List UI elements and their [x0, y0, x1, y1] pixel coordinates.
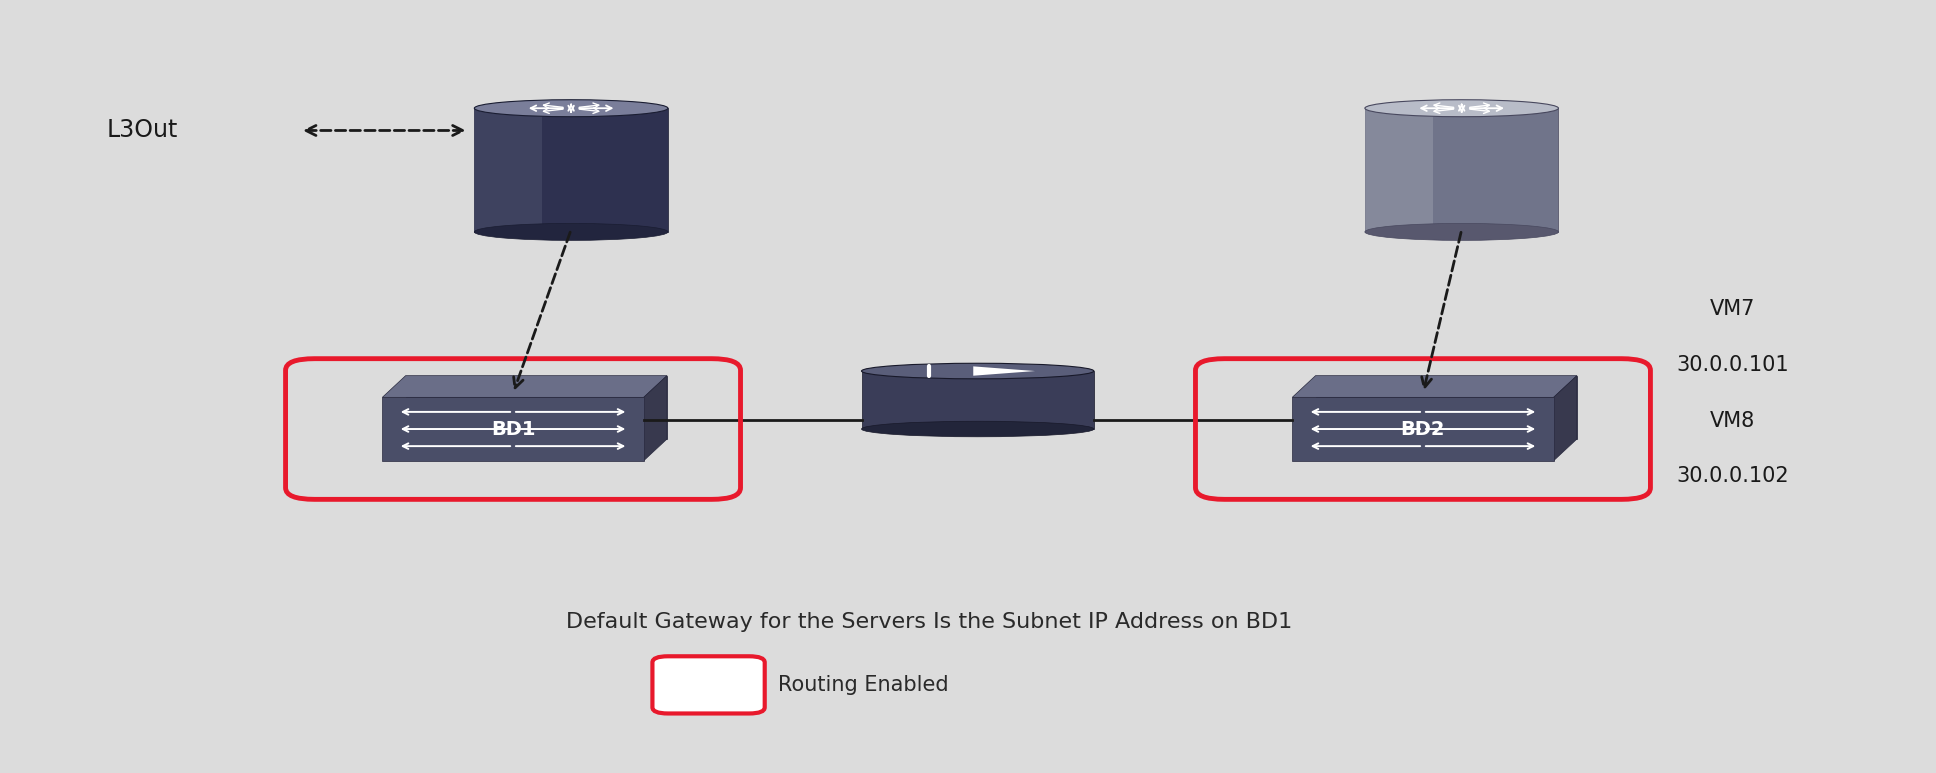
Polygon shape: [643, 376, 666, 461]
Ellipse shape: [862, 421, 1094, 437]
Polygon shape: [1293, 397, 1553, 461]
Ellipse shape: [474, 223, 668, 240]
Text: Routing Enabled: Routing Enabled: [778, 675, 949, 695]
Ellipse shape: [474, 100, 668, 117]
Polygon shape: [974, 366, 1036, 376]
Polygon shape: [1316, 376, 1578, 439]
Text: VM7: VM7: [1709, 299, 1756, 319]
Polygon shape: [1365, 108, 1433, 232]
Polygon shape: [1553, 376, 1578, 461]
Polygon shape: [474, 108, 542, 232]
Text: 30.0.0.101: 30.0.0.101: [1677, 355, 1789, 375]
Text: L3Out: L3Out: [106, 118, 178, 142]
Text: Default Gateway for the Servers Is the Subnet IP Address on BD1: Default Gateway for the Servers Is the S…: [565, 612, 1293, 632]
Polygon shape: [1365, 108, 1558, 232]
Text: BD1: BD1: [492, 420, 534, 438]
Polygon shape: [474, 108, 668, 232]
Text: 30.0.0.102: 30.0.0.102: [1677, 466, 1789, 486]
Ellipse shape: [1365, 100, 1558, 117]
Polygon shape: [383, 376, 666, 397]
Polygon shape: [383, 397, 643, 461]
Ellipse shape: [1365, 223, 1558, 240]
Polygon shape: [1293, 376, 1578, 397]
FancyBboxPatch shape: [652, 656, 765, 713]
Polygon shape: [407, 376, 666, 439]
Polygon shape: [862, 371, 1094, 429]
Ellipse shape: [862, 363, 1094, 379]
Text: VM8: VM8: [1709, 410, 1756, 431]
Text: BD2: BD2: [1402, 420, 1444, 438]
